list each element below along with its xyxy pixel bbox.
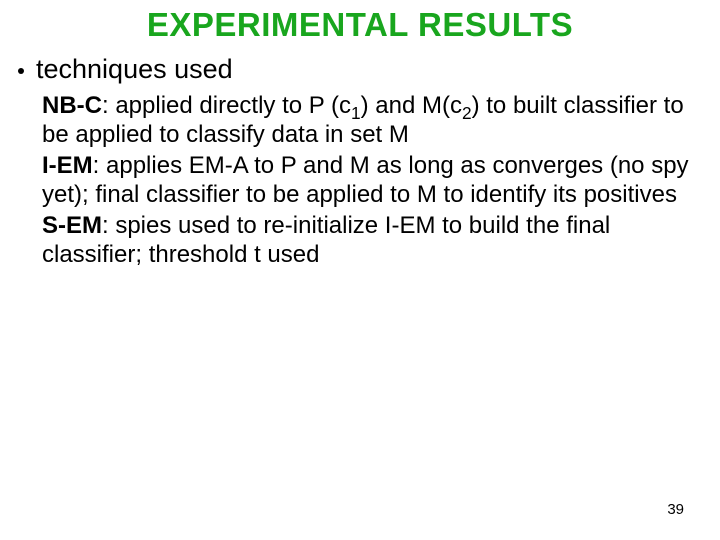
tech-iem: I-EM: applies EM-A to P and M as long as… xyxy=(42,151,710,209)
tech-iem-text: : applies EM-A to P and M as long as con… xyxy=(42,152,689,208)
body-block: NB-C: applied directly to P (c1) and M(c… xyxy=(0,91,720,269)
bullet-text: techniques used xyxy=(36,54,233,85)
slide-title: EXPERIMENTAL RESULTS xyxy=(0,0,720,44)
page-number: 39 xyxy=(667,501,684,518)
tech-nbc-sub1: 1 xyxy=(351,103,361,123)
tech-sem-label: S-EM xyxy=(42,212,102,239)
tech-nbc-label: NB-C xyxy=(42,92,102,119)
tech-nbc-mid: ) and M(c xyxy=(361,92,462,119)
tech-sem-text: : spies used to re-initialize I-EM to bu… xyxy=(42,212,610,268)
slide: EXPERIMENTAL RESULTS techniques used NB-… xyxy=(0,0,720,540)
tech-sem: S-EM: spies used to re-initialize I-EM t… xyxy=(42,211,710,269)
tech-nbc-pre: : applied directly to P (c xyxy=(102,92,351,119)
tech-nbc: NB-C: applied directly to P (c1) and M(c… xyxy=(42,91,710,149)
tech-iem-label: I-EM xyxy=(42,152,93,179)
bullet-dot-icon xyxy=(18,68,24,74)
tech-nbc-sub2: 2 xyxy=(462,103,472,123)
bullet-row: techniques used xyxy=(0,54,720,85)
